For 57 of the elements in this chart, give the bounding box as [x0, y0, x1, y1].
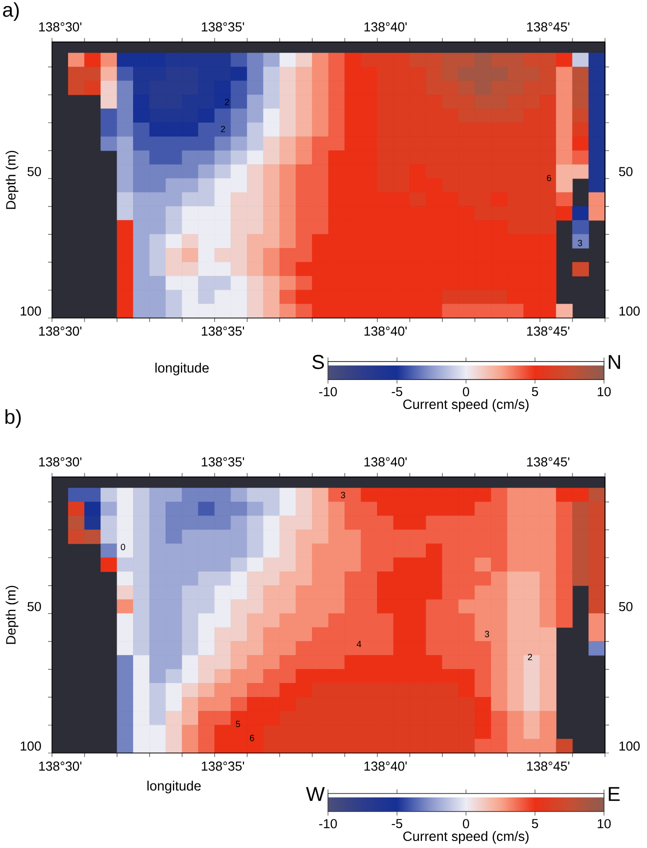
y-axis-title: Depth (m) [6, 150, 18, 209]
annotation: 4 [356, 640, 362, 648]
category-label: 138°40' [364, 22, 407, 32]
text: W [306, 787, 325, 801]
annotation: 3 [340, 492, 346, 498]
color-bar-label: 0 [462, 387, 470, 396]
category-label: 138°30' [39, 457, 82, 466]
x-tick-label: 138°40' [364, 326, 407, 336]
color-bar-label: -10 [319, 387, 337, 396]
x-tick-label: 138°30' [39, 326, 82, 336]
color-bar-label: 10 [598, 819, 611, 828]
x-tick-label: 138°35' [202, 326, 244, 336]
x-tick-label: 138°45' [527, 762, 570, 771]
annotation: 2 [220, 126, 226, 132]
color-bar-label: 5 [532, 387, 538, 396]
category-label: 138°45' [527, 22, 570, 32]
y-tick-label: 100 [20, 306, 41, 316]
color-bar-title: Current speed (cm/s) [403, 399, 529, 412]
color-bar-label: -10 [319, 819, 337, 828]
category-label: 138°40' [364, 457, 407, 466]
color-bar-label: -5 [392, 387, 402, 396]
text: E [608, 787, 620, 801]
annotation: 6 [546, 174, 552, 182]
category-label: 138°45' [527, 457, 570, 466]
x-axis-title: longitude [155, 362, 209, 376]
y-tick-label: 50 [28, 166, 41, 176]
text: S [312, 354, 324, 370]
y2-tick-label: 50 [619, 602, 632, 612]
color-bar-label: 10 [598, 387, 611, 396]
category-label: 138°35' [202, 22, 244, 32]
x-axis-title: longitude [147, 780, 201, 794]
y2-tick-label: 100 [620, 306, 640, 316]
annotation: 3 [578, 240, 582, 246]
x-tick-label: 138°35' [202, 762, 244, 771]
annotation: 3 [484, 630, 490, 638]
annotation: 2 [224, 98, 230, 106]
annotation: 2 [528, 654, 532, 660]
category-label: 138°35' [202, 457, 244, 466]
annotation: 5 [236, 720, 240, 728]
x-tick-label: 138°45' [527, 326, 570, 336]
chart-title: b) [5, 409, 21, 428]
y-axis-title: Depth (m) [6, 586, 18, 644]
annotation: 6 [250, 734, 254, 742]
color-bar-label: 5 [532, 819, 538, 828]
y2-tick-label: 50 [619, 166, 632, 176]
x-tick-label: 138°30' [39, 762, 82, 771]
category-label: 138°30' [39, 22, 82, 32]
y-tick-label: 50 [28, 602, 41, 612]
y2-tick-label: 100 [620, 741, 640, 751]
chart-title: a) [3, 2, 19, 21]
x-tick-label: 138°40' [364, 762, 407, 771]
color-bar-label: -5 [392, 819, 402, 828]
text: N [608, 355, 620, 369]
color-bar-label: 0 [462, 819, 470, 828]
color-bar-title: Current speed (cm/s) [403, 831, 529, 844]
annotation: 0 [120, 544, 126, 550]
y-tick-label: 100 [20, 741, 41, 751]
